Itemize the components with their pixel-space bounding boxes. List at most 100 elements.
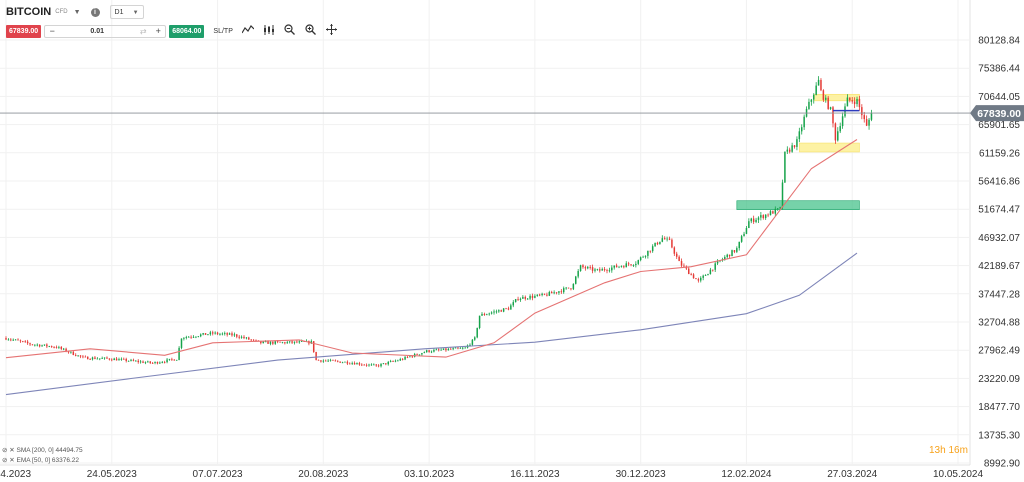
candle-down <box>151 362 154 364</box>
candle-down <box>291 341 293 343</box>
candle-down <box>74 354 77 356</box>
quantity-stepper[interactable]: − 0.01 ⇄ + <box>44 24 167 38</box>
candle-down <box>132 359 135 361</box>
candle-up <box>704 275 707 276</box>
sma-200-line <box>5 252 858 396</box>
y-tick-label: 61159.26 <box>979 148 1020 159</box>
candle-up <box>548 292 551 296</box>
candle-down <box>788 149 791 152</box>
symbol-name[interactable]: BITCOIN <box>6 6 52 18</box>
zoom-in-icon[interactable] <box>305 24 317 38</box>
candle-down <box>211 332 214 334</box>
gridlines <box>0 0 971 466</box>
x-tick-label: 24.05.2023 <box>87 469 137 480</box>
buy-button[interactable]: 68064.00 <box>169 24 205 38</box>
candle-down <box>339 361 341 363</box>
candle-up <box>344 361 346 363</box>
candle-up <box>168 358 171 360</box>
candle-up <box>7 339 10 341</box>
candle-up <box>661 238 664 242</box>
candle-down <box>255 339 257 341</box>
candle-up <box>776 208 779 210</box>
candle-up <box>459 348 462 349</box>
candle-up <box>490 312 493 314</box>
candle-up <box>219 333 221 335</box>
candle-up <box>760 215 762 218</box>
x-tick-label: 27.03.2024 <box>827 469 877 480</box>
candle-down <box>683 265 685 267</box>
candle-up <box>740 236 743 242</box>
candle-up <box>757 217 760 220</box>
green-zone <box>736 200 860 210</box>
candle-up <box>70 351 72 353</box>
swap-icon[interactable]: ⇄ <box>139 26 147 36</box>
candle-up <box>562 288 565 293</box>
indicators-icon[interactable] <box>263 24 275 38</box>
candle-up <box>462 347 464 349</box>
candle-up <box>180 338 183 348</box>
chevron-down-icon: ▼ <box>132 10 139 16</box>
candle-down <box>599 269 601 271</box>
symbol-dropdown-icon[interactable]: ▼ <box>73 8 81 16</box>
x-tick-label: 03.10.2023 <box>404 469 454 480</box>
candle-down <box>86 356 89 360</box>
candle-up <box>702 275 704 278</box>
candle-up <box>300 341 303 342</box>
candle-down <box>863 115 865 120</box>
candle-down <box>142 361 144 363</box>
candle-down <box>204 333 207 335</box>
y-tick-label: 18477.70 <box>978 402 1020 413</box>
sltp-button[interactable]: SL/TP <box>213 27 233 35</box>
candle-up <box>514 299 517 303</box>
candle-up <box>825 97 827 100</box>
candle-down <box>853 101 856 105</box>
x-tick-label: 07.07.2023 <box>193 469 243 480</box>
yellow-zone <box>799 142 860 153</box>
sell-button[interactable]: 67839.00 <box>6 24 42 38</box>
candle-up <box>269 341 272 344</box>
ema-legend-text: EMA [50, 0] 63376.22 <box>16 457 80 464</box>
crosshair-icon[interactable] <box>326 24 338 38</box>
candle-up <box>199 334 202 337</box>
candle-up <box>639 257 642 261</box>
candle-up <box>724 256 726 260</box>
candle-up <box>810 99 813 102</box>
sma-legend[interactable]: ⊘ ✕ SMA [200, 0] 44494.75 <box>2 446 83 454</box>
zoom-out-icon[interactable] <box>284 24 296 38</box>
candle-down <box>332 359 334 361</box>
chart-type-icon[interactable] <box>241 25 255 37</box>
candle-up <box>192 336 195 338</box>
candle-down <box>603 269 606 271</box>
candle-up <box>803 116 805 128</box>
candle-up <box>351 363 353 364</box>
candle-up <box>433 349 435 352</box>
candle-up <box>404 356 406 360</box>
ema-legend[interactable]: ⊘ ✕ EMA [50, 0] 63376.22 <box>2 456 79 464</box>
candle-down <box>858 98 861 108</box>
candle-down <box>591 267 594 271</box>
timeframe-select[interactable]: D1 ▼ <box>109 5 144 19</box>
candle-down <box>445 348 447 351</box>
candle-up <box>565 287 567 289</box>
candle-up <box>654 242 656 247</box>
hide-icon[interactable]: ⊘ ✕ <box>2 447 15 454</box>
candle-up <box>791 145 793 152</box>
candle-down <box>363 364 365 366</box>
candle-up <box>620 266 623 268</box>
quantity-value[interactable]: 0.01 <box>90 27 105 35</box>
candle-down <box>279 341 281 343</box>
chart-toolbar: BITCOIN CFD ▼ i D1 ▼ 67839.00 − 0.01 ⇄ + … <box>0 0 970 44</box>
candle-up <box>781 182 784 208</box>
candle-down <box>317 359 320 361</box>
candle-up <box>632 265 635 266</box>
x-tick-label: 10.04.2023 <box>0 469 31 480</box>
increase-button[interactable]: + <box>155 26 161 36</box>
hide-icon[interactable]: ⊘ ✕ <box>2 457 15 464</box>
candle-down <box>346 361 349 364</box>
candle-down <box>296 341 298 343</box>
candle-up <box>224 333 226 334</box>
candle-up <box>245 337 248 339</box>
decrease-button[interactable]: − <box>49 26 55 36</box>
info-icon[interactable]: i <box>90 7 100 17</box>
